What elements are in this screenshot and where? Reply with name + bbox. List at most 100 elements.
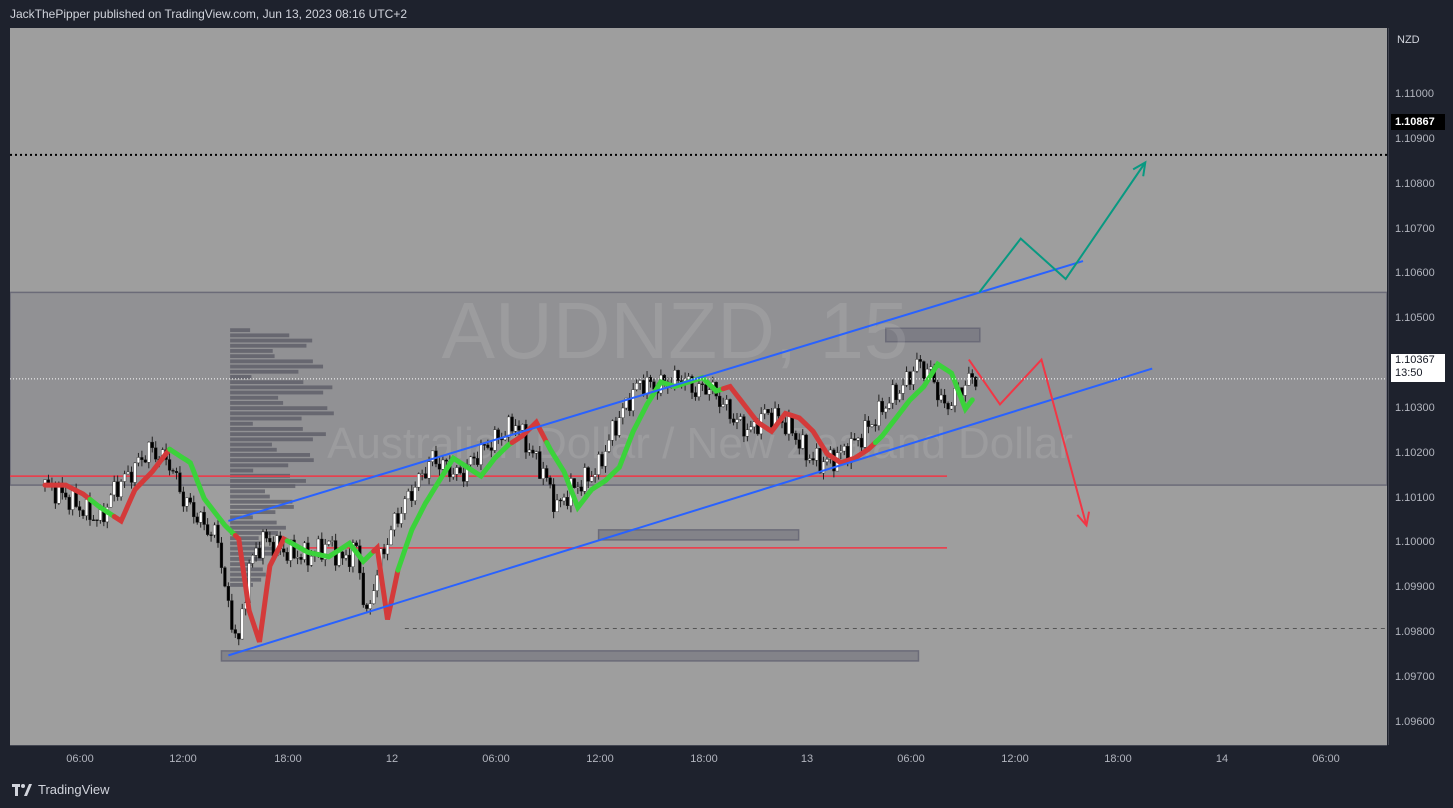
candle-body xyxy=(188,497,192,503)
ma-ribbon-down xyxy=(111,446,173,525)
candle-body xyxy=(967,373,971,386)
candle-body xyxy=(150,441,154,448)
candle-body xyxy=(361,572,365,606)
volume-profile-bar xyxy=(230,390,324,395)
candle-body xyxy=(787,415,791,435)
publish-header: JackThePipper published on TradingView.c… xyxy=(0,0,1453,28)
candle-body xyxy=(81,510,85,516)
candle-body xyxy=(513,425,518,432)
candle-body xyxy=(583,467,587,492)
time-tick: 06:00 xyxy=(1312,753,1340,765)
time-scale[interactable]: 06:00 12:00 18:00 12 06:00 12:00 18:00 13 06:00 1… xyxy=(10,745,1387,773)
candle-body xyxy=(406,491,410,500)
time-tick: 18:00 xyxy=(274,753,302,765)
candle-body xyxy=(424,473,428,479)
candle-body xyxy=(219,542,224,568)
price-scale[interactable]: NZD 1.11000 1.10900 1.10800 1.10700 1.10600 1… xyxy=(1388,28,1453,745)
candle-body xyxy=(908,371,912,385)
candle-body xyxy=(856,437,860,441)
volume-profile-bar xyxy=(230,525,286,530)
candle-body xyxy=(624,397,628,409)
volume-profile-bar xyxy=(230,421,253,426)
time-tick: 12 xyxy=(385,753,399,765)
candle-body xyxy=(375,574,379,591)
volume-profile-bar xyxy=(230,385,333,390)
candle-body xyxy=(576,486,580,488)
candle-body xyxy=(676,370,680,381)
candle-body xyxy=(147,441,151,463)
candle-body xyxy=(462,472,466,482)
candle-body xyxy=(763,409,767,415)
volume-profile-bar xyxy=(230,359,313,364)
candle-body xyxy=(126,471,130,475)
volume-profile-bar xyxy=(230,551,275,556)
volume-profile-bar xyxy=(230,499,293,504)
candle-body xyxy=(223,567,227,587)
candle-body xyxy=(638,380,642,384)
candle-body xyxy=(257,547,262,559)
candle-body xyxy=(91,519,96,521)
chart-pane[interactable]: AUDNZD, 15 Australian Dollar / New Zealan… xyxy=(10,28,1387,745)
candle-body xyxy=(808,458,812,461)
volume-profile-bar xyxy=(230,416,302,421)
candle-body xyxy=(233,629,237,634)
candle-body xyxy=(586,467,590,482)
time-tick: 18:00 xyxy=(690,753,718,765)
candle-body xyxy=(870,424,874,427)
candle-body xyxy=(548,477,552,485)
candle-body xyxy=(410,491,414,501)
time-tick: 14 xyxy=(1215,753,1229,765)
channel-lower-line xyxy=(228,367,1153,657)
candle-body xyxy=(617,417,621,436)
volume-profile-bar xyxy=(230,458,314,463)
candle-body xyxy=(887,402,891,409)
candle-body xyxy=(489,447,493,451)
candle-body xyxy=(943,394,947,404)
time-tick: 12:00 xyxy=(1001,753,1029,765)
candle-body xyxy=(693,392,698,398)
candle-body xyxy=(821,461,826,474)
candle-body xyxy=(531,449,535,454)
candle-body xyxy=(572,478,576,488)
candle-body xyxy=(804,434,808,461)
price-tick: 1.10900 xyxy=(1395,133,1435,146)
price-tick: 1.10200 xyxy=(1395,446,1435,459)
price-tick: 1.09900 xyxy=(1395,581,1435,594)
candle-body xyxy=(98,509,102,521)
candle-body xyxy=(71,489,75,510)
volume-profile-bar xyxy=(230,343,307,348)
channel-upper-line xyxy=(228,260,1084,522)
candle-body xyxy=(140,457,144,460)
candle-body xyxy=(527,449,531,453)
candle-body xyxy=(482,444,487,446)
candle-body xyxy=(441,459,445,470)
candle-body xyxy=(299,557,303,560)
ma-ribbon-up xyxy=(284,538,377,566)
candle-body xyxy=(344,554,348,559)
volume-profile-bar xyxy=(230,557,264,561)
candle-body xyxy=(264,531,269,539)
price-tick: 1.10500 xyxy=(1395,312,1435,325)
volume-profile-bar xyxy=(230,328,251,333)
candle-body xyxy=(811,458,815,461)
candle-body xyxy=(884,408,888,413)
candle-body xyxy=(718,395,722,407)
volume-profile-bar xyxy=(230,432,326,437)
tradingview-brand[interactable]: TradingView xyxy=(12,782,110,797)
candle-body xyxy=(133,462,137,483)
volume-profile-bar xyxy=(230,520,277,525)
last-price: 1.10367 xyxy=(1395,354,1435,366)
candle-body xyxy=(783,422,788,435)
candle-body xyxy=(500,438,504,441)
candle-body xyxy=(704,384,708,395)
candle-body xyxy=(143,459,147,463)
volume-profile-bar xyxy=(230,463,289,468)
candle-body xyxy=(700,383,704,385)
candle-body xyxy=(697,383,701,398)
candle-body xyxy=(320,538,324,560)
candle-body xyxy=(240,608,244,640)
candle-body xyxy=(673,370,677,385)
candle-body xyxy=(766,409,770,414)
watermark-symbol: AUDNZD, 15 xyxy=(442,286,909,375)
